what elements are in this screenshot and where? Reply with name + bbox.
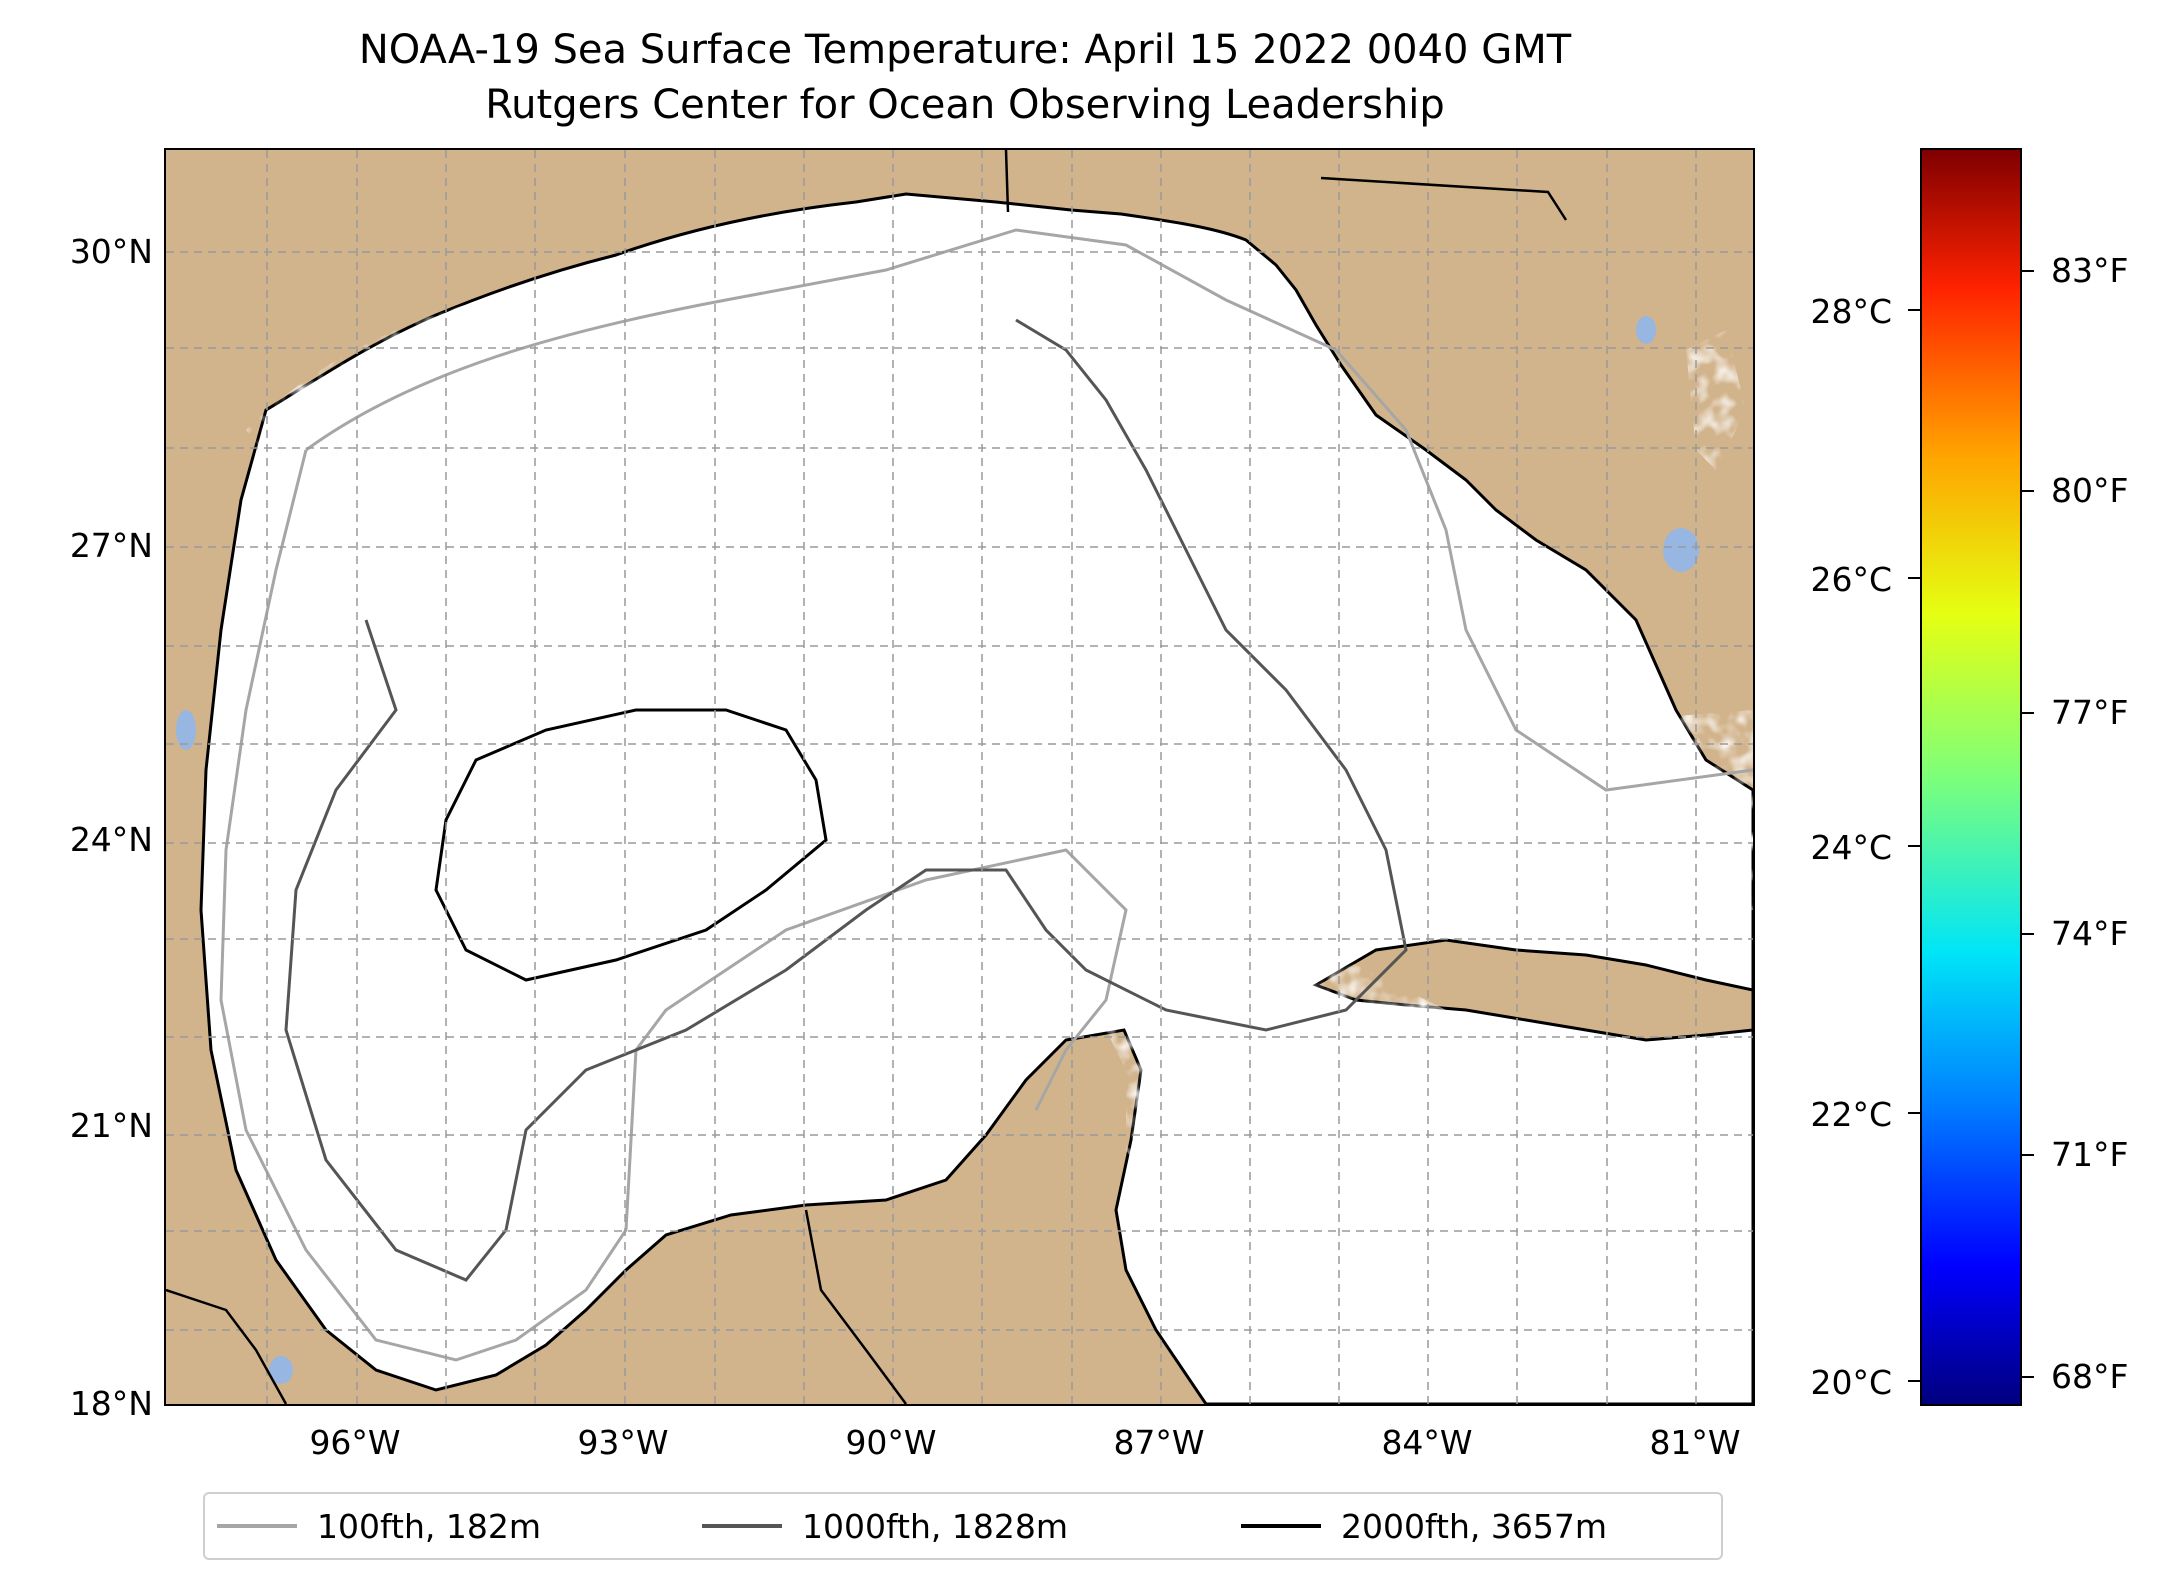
lake-1 — [1636, 316, 1656, 344]
legend-line-1000fth — [702, 1524, 782, 1528]
isobath-100fth — [305, 228, 1753, 792]
isobath-legend: 100fth, 182m 1000fth, 1828m 2000fth, 365… — [203, 1492, 1723, 1560]
tick-74f — [2022, 933, 2034, 935]
legend-label-100fth: 100fth, 182m — [317, 1506, 541, 1546]
fahrenheit-label-71: 71°F — [2051, 1135, 2129, 1174]
lat-label-24n: 24°N — [69, 820, 153, 859]
title-line-2: Rutgers Center for Ocean Observing Leade… — [485, 82, 1445, 128]
tick-22c — [1908, 1112, 1920, 1114]
tick-68f — [2022, 1376, 2034, 1378]
sea-surface-temperature-map — [166, 150, 1753, 1404]
tick-83f — [2022, 270, 2034, 272]
legend-line-2000fth — [1241, 1524, 1321, 1528]
lat-label-18n: 18°N — [69, 1384, 153, 1423]
fahrenheit-label-74: 74°F — [2051, 914, 2129, 953]
isobath-1000fth — [284, 318, 1408, 1282]
tick-80f — [2022, 490, 2034, 492]
tick-28c — [1908, 309, 1920, 311]
tick-20c — [1908, 1380, 1920, 1382]
celsius-label-24: 24°C — [1810, 828, 1892, 867]
lon-label-90w: 90°W — [845, 1423, 937, 1462]
legend-item-1000fth: 1000fth, 1828m — [702, 1494, 1068, 1558]
legend-line-100fth — [217, 1524, 297, 1528]
lake-2 — [176, 710, 196, 750]
title-line-1: NOAA-19 Sea Surface Temperature: April 1… — [358, 27, 1572, 73]
lon-label-96w: 96°W — [309, 1423, 401, 1462]
celsius-label-28: 28°C — [1810, 292, 1892, 331]
map-panel[interactable] — [164, 148, 1755, 1406]
tick-24c — [1908, 845, 1920, 847]
isobath-100fth-west — [219, 449, 1128, 1362]
lon-label-93w: 93°W — [577, 1423, 669, 1462]
legend-item-2000fth: 2000fth, 3657m — [1241, 1494, 1607, 1558]
lat-label-21n: 21°N — [69, 1106, 153, 1145]
borders — [166, 150, 1568, 1404]
lat-label-30n: 30°N — [69, 232, 153, 271]
tick-71f — [2022, 1154, 2034, 1156]
celsius-label-26: 26°C — [1810, 560, 1892, 599]
legend-label-1000fth: 1000fth, 1828m — [802, 1506, 1068, 1546]
celsius-label-20: 20°C — [1810, 1363, 1892, 1402]
fahrenheit-label-77: 77°F — [2051, 693, 2129, 732]
legend-item-100fth: 100fth, 182m — [217, 1494, 541, 1558]
fahrenheit-label-68: 68°F — [2051, 1357, 2129, 1396]
lat-label-27n: 27°N — [69, 526, 153, 565]
lon-label-81w: 81°W — [1649, 1423, 1741, 1462]
tick-26c — [1908, 577, 1920, 579]
cuba-land — [1312, 938, 1753, 1042]
fahrenheit-label-83: 83°F — [2051, 251, 2129, 290]
lake-okeechobee — [1663, 528, 1699, 572]
lake-3 — [269, 1356, 293, 1384]
celsius-label-22: 22°C — [1810, 1095, 1892, 1134]
lon-label-87w: 87°W — [1113, 1423, 1205, 1462]
fahrenheit-label-80: 80°F — [2051, 471, 2129, 510]
lon-label-84w: 84°W — [1381, 1423, 1473, 1462]
temperature-colorbar — [1920, 148, 2022, 1406]
tick-77f — [2022, 712, 2034, 714]
legend-label-2000fth: 2000fth, 3657m — [1341, 1506, 1607, 1546]
graticule — [166, 150, 1753, 1404]
